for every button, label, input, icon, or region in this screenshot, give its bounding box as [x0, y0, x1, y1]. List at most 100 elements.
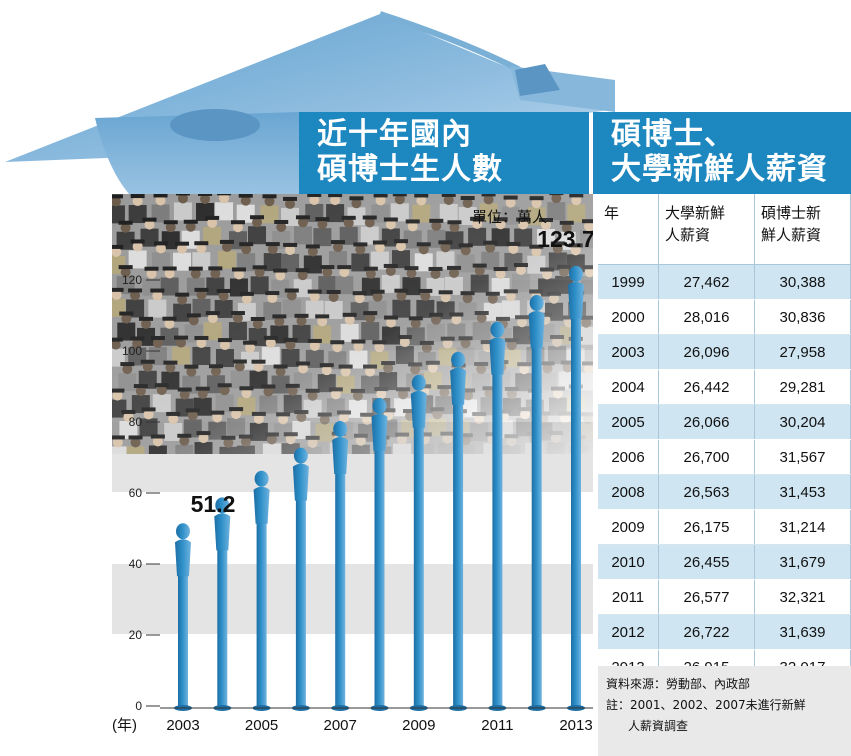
y-tick-label: 120: [122, 273, 142, 287]
table-title: 碩博士、 大學新鮮人薪資: [593, 112, 851, 194]
table-row: 2003 26,096 27,958: [598, 334, 851, 370]
chart-title-line1: 近十年國內: [317, 117, 472, 152]
salary-panel: 年 大學新鮮 人薪資 碩博士新 鮮人薪資 1999 27,462 30,388 2000 2…: [598, 194, 851, 756]
footnote-continued: 人薪資調查: [628, 719, 689, 733]
x-tick-label: 2011: [481, 717, 513, 734]
cell-master: 31,453: [754, 474, 851, 510]
cell-master: 31,567: [754, 439, 851, 475]
person-silhouette-icon: [372, 397, 387, 414]
cell-master: 29,281: [754, 369, 851, 405]
header-year: 年: [598, 194, 659, 265]
cell-year: 2009: [598, 509, 659, 545]
header-grad-salary: 大學新鮮 人薪資: [658, 194, 755, 265]
header-master-salary: 碩博士新 鮮人薪資: [754, 194, 851, 265]
table-row: 2005 26,066 30,204: [598, 404, 851, 440]
person-silhouette-icon: [293, 447, 308, 464]
chart-panel: 單位：萬人 0 20 40 60 80 100 120 (年) 2003 2005 2007 2009…: [112, 194, 593, 746]
grid-band: [112, 564, 593, 634]
data-label: 51.2: [191, 491, 236, 517]
x-tick-label: 2013: [559, 717, 592, 734]
table-row: 2006 26,700 31,567: [598, 439, 851, 475]
footnote: 註：2001、2002、2007未進行新鮮: [606, 698, 806, 712]
cell-grad: 26,096: [658, 334, 755, 370]
chart-title-line2: 碩博士生人數: [317, 152, 503, 187]
table-title-line1: 碩博士、: [611, 117, 735, 152]
cell-master: 31,214: [754, 509, 851, 545]
cell-grad: 27,462: [658, 264, 755, 300]
notes-box: 資料來源：勞動部、內政部 註：2001、2002、2007未進行新鮮 人薪資調查: [598, 666, 851, 756]
cell-year: 2003: [598, 334, 659, 370]
x-tick-label: 2009: [402, 717, 435, 734]
cell-year: 2008: [598, 474, 659, 510]
person-silhouette-icon: [176, 523, 190, 540]
cell-grad: 26,722: [658, 614, 755, 650]
bar-2008: [370, 397, 389, 711]
bar-2011: [488, 321, 507, 711]
bar-2013: [567, 265, 585, 711]
bar-2012: [527, 294, 546, 711]
cell-year: 2000: [598, 299, 659, 335]
bar-2007: [331, 421, 350, 711]
cell-master: 30,204: [754, 404, 851, 440]
unit-label: 單位：萬人: [472, 208, 548, 226]
person-silhouette-icon: [411, 374, 426, 391]
cell-master: 31,639: [754, 614, 851, 650]
cell-year: 2012: [598, 614, 659, 650]
y-tick-label: 20: [129, 628, 143, 642]
table-row: 2010 26,455 31,679: [598, 544, 851, 580]
cell-grad: 26,066: [658, 404, 755, 440]
bar-2003: [174, 523, 192, 711]
y-tick-label: 40: [129, 557, 143, 571]
person-silhouette-icon: [451, 351, 466, 368]
y-tick-label: 0: [135, 699, 142, 713]
table-row: 2008 26,563 31,453: [598, 474, 851, 510]
cell-grad: 26,455: [658, 544, 755, 580]
y-tick-label: 80: [129, 415, 143, 429]
table-row: 1999 27,462 30,388: [598, 264, 851, 300]
cell-master: 30,388: [754, 264, 851, 300]
bar-2006: [291, 447, 310, 711]
table-title-line2: 大學新鮮人薪資: [611, 152, 828, 187]
table-row: 2004 26,442 29,281: [598, 369, 851, 405]
table-row: 2009 26,175 31,214: [598, 509, 851, 545]
cell-year: 2011: [598, 579, 659, 615]
cell-master: 32,321: [754, 579, 851, 615]
bar-2005: [252, 470, 271, 711]
person-silhouette-icon: [569, 265, 583, 282]
salary-table: 年 大學新鮮 人薪資 碩博士新 鮮人薪資 1999 27,462 30,388 2000 2…: [598, 194, 851, 685]
cell-grad: 26,563: [658, 474, 755, 510]
chart-title: 近十年國內 碩博士生人數: [299, 112, 589, 194]
data-label: 123.7: [537, 226, 593, 252]
bar-2010: [449, 351, 468, 711]
x-tick-label: 2005: [245, 717, 278, 734]
bar-chart: 0 20 40 60 80 100 120 (年) 2003 2005 2007 2009 2011 20…: [112, 226, 593, 734]
cell-grad: 26,700: [658, 439, 755, 475]
person-silhouette-icon: [333, 421, 348, 437]
cell-master: 31,679: [754, 544, 851, 580]
x-tick-label: 2003: [166, 717, 199, 734]
table-header-row: 年 大學新鮮 人薪資 碩博士新 鮮人薪資: [598, 194, 851, 265]
cell-year: 2006: [598, 439, 659, 475]
person-silhouette-icon: [490, 321, 505, 338]
cell-year: 1999: [598, 264, 659, 300]
cell-year: 2005: [598, 404, 659, 440]
cell-master: 27,958: [754, 334, 851, 370]
y-tick-label: 60: [129, 486, 143, 500]
y-tick-label: 100: [122, 344, 142, 358]
person-silhouette-icon: [215, 497, 230, 514]
bar-2004: [213, 497, 232, 711]
cell-grad: 26,577: [658, 579, 755, 615]
cell-grad: 26,442: [658, 369, 755, 405]
cell-year: 2004: [598, 369, 659, 405]
x-axis-unit: (年): [112, 717, 137, 734]
person-silhouette-icon: [529, 294, 544, 311]
x-tick-label: 2007: [324, 717, 357, 734]
person-silhouette-icon: [254, 470, 269, 487]
cell-grad: 28,016: [658, 299, 755, 335]
table-row: 2011 26,577 32,321: [598, 579, 851, 615]
bar-2009: [409, 374, 428, 711]
cell-year: 2010: [598, 544, 659, 580]
cell-grad: 26,175: [658, 509, 755, 545]
table-row: 2000 28,016 30,836: [598, 299, 851, 335]
table-row: 2012 26,722 31,639: [598, 614, 851, 650]
